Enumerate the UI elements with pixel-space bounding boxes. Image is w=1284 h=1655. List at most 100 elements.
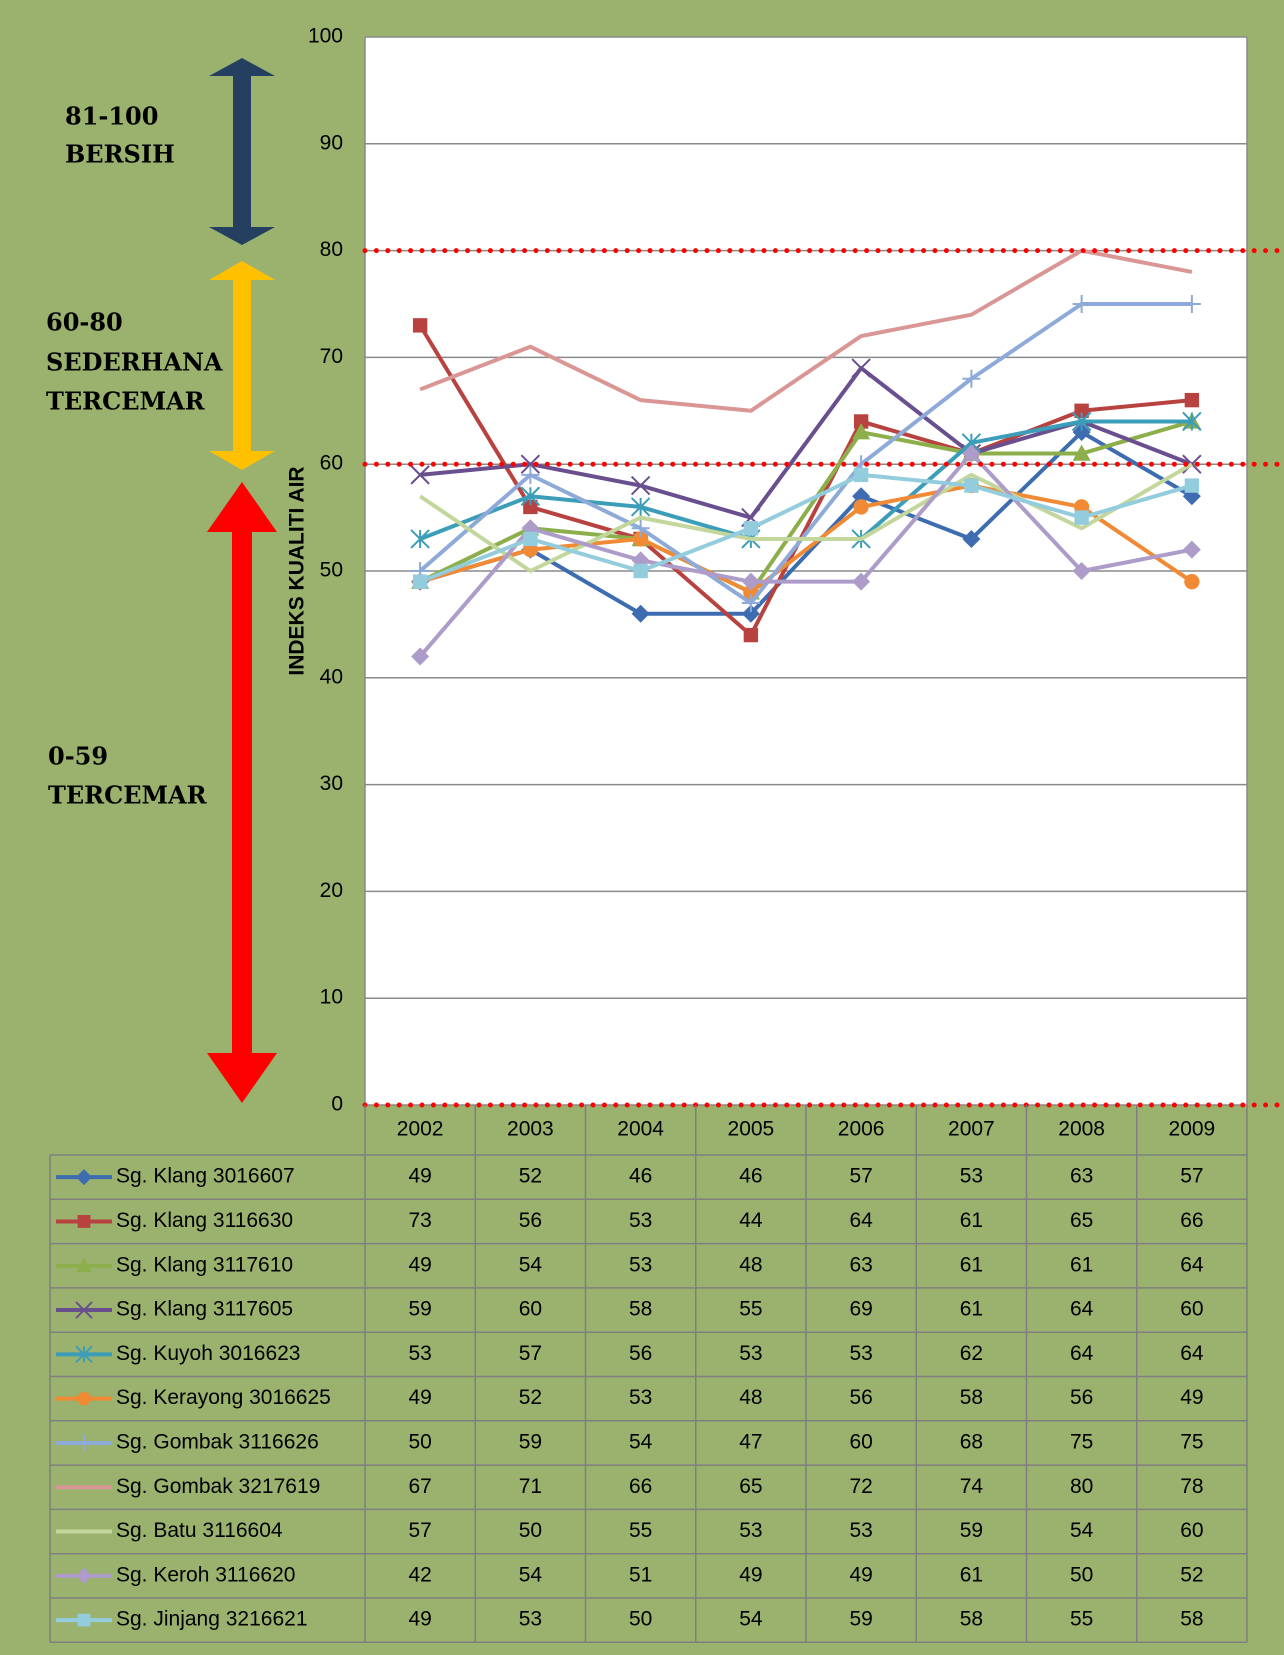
x-tick-label: 2004	[617, 1118, 664, 1141]
table-value: 58	[960, 1386, 983, 1409]
table-value: 78	[1180, 1475, 1203, 1498]
arrow-polluted	[207, 482, 277, 1103]
data-point	[1072, 444, 1091, 461]
table-value: 53	[849, 1342, 872, 1365]
data-point	[1184, 478, 1200, 493]
y-tick-label: 100	[308, 25, 343, 48]
zone-label: TERCEMAR	[46, 387, 206, 416]
data-point	[743, 627, 759, 643]
table-value: 61	[960, 1298, 983, 1321]
table-value: 53	[408, 1342, 431, 1365]
zone-label: 81-100	[65, 102, 158, 131]
table-value: 50	[629, 1608, 652, 1631]
y-tick-label: 50	[320, 559, 343, 582]
table-value: 50	[408, 1430, 431, 1453]
data-point	[853, 499, 869, 515]
table-value: 46	[739, 1165, 762, 1188]
table-value: 68	[960, 1430, 983, 1453]
legend-marker	[76, 1434, 92, 1451]
table-value: 58	[1180, 1608, 1203, 1631]
legend-label: Sg. Kerayong 3016625	[116, 1386, 331, 1409]
table-value: 63	[849, 1253, 872, 1276]
table-value: 53	[629, 1209, 652, 1232]
table-value: 64	[1180, 1253, 1204, 1276]
table-value: 71	[519, 1475, 542, 1498]
table-value: 49	[849, 1563, 872, 1586]
data-point	[631, 519, 650, 538]
data-point	[410, 529, 430, 549]
legend-label: Sg. Klang 3016607	[116, 1165, 295, 1188]
table-value: 59	[960, 1519, 983, 1542]
data-point	[1074, 510, 1089, 525]
y-tick-label: 80	[320, 238, 343, 261]
legend-marker	[77, 1215, 91, 1228]
series	[419, 248, 1193, 413]
series-line	[419, 483, 1194, 595]
y-tick-label: 60	[320, 452, 343, 475]
zone-label: BERSIH	[65, 140, 175, 169]
table-value: 47	[739, 1430, 762, 1453]
series-line	[419, 472, 1193, 584]
table-value: 50	[519, 1519, 542, 1542]
table-value: 51	[629, 1563, 652, 1586]
table-value: 50	[1070, 1563, 1093, 1586]
arrow-moderate	[209, 261, 275, 470]
table-value: 53	[519, 1608, 542, 1631]
table-value: 48	[739, 1386, 762, 1409]
table-value: 48	[739, 1253, 762, 1276]
table-value: 44	[739, 1209, 763, 1232]
table-value: 66	[1180, 1209, 1203, 1232]
y-tick-label: 90	[320, 131, 343, 154]
data-point	[964, 478, 979, 493]
table-value: 53	[739, 1519, 762, 1542]
data-point	[741, 604, 760, 623]
table-value: 58	[629, 1298, 652, 1321]
data-point	[1182, 454, 1202, 474]
y-axis-label: INDEKS KUALITI AIR	[286, 466, 309, 675]
table-value: 75	[1070, 1430, 1093, 1453]
data-point	[523, 531, 538, 547]
table-value: 61	[960, 1209, 983, 1232]
table-value: 57	[1180, 1165, 1203, 1188]
legend-label: Sg. Keroh 3116620	[116, 1563, 295, 1586]
series-line	[419, 248, 1193, 413]
legend-marker	[77, 1613, 91, 1627]
table-value: 53	[849, 1519, 872, 1542]
data-point	[962, 369, 981, 388]
table-value: 53	[960, 1165, 983, 1188]
series	[419, 462, 1193, 573]
data-point	[741, 572, 760, 591]
legend-marker	[75, 1301, 93, 1319]
zone-label: 0-59	[48, 742, 108, 771]
table-value: 54	[739, 1608, 763, 1631]
table-value: 49	[408, 1608, 431, 1631]
table-value: 59	[408, 1298, 431, 1321]
table-value: 49	[408, 1165, 431, 1188]
legend-marker	[75, 1345, 93, 1364]
data-point	[632, 531, 649, 547]
table-value: 61	[960, 1253, 983, 1276]
data-point	[851, 358, 871, 378]
data-point	[412, 318, 428, 333]
legend-marker	[76, 1257, 92, 1273]
table-value: 55	[739, 1298, 762, 1321]
table-value: 53	[629, 1253, 652, 1276]
legend-marker	[76, 1169, 92, 1186]
data-point	[852, 423, 871, 440]
series-line	[419, 419, 1193, 595]
table-value: 53	[739, 1342, 762, 1365]
y-tick-label: 30	[320, 772, 343, 795]
series-line	[418, 451, 1193, 658]
table-value: 49	[408, 1386, 431, 1409]
data-point	[1071, 411, 1092, 432]
data-point	[853, 414, 869, 429]
y-tick-label: 70	[320, 345, 343, 368]
table-value: 80	[1070, 1475, 1093, 1498]
x-tick-label: 2006	[838, 1118, 885, 1141]
series-line	[418, 324, 1193, 638]
data-point	[1182, 411, 1202, 432]
data-point	[853, 467, 869, 483]
y-tick-label: 0	[331, 1093, 343, 1116]
data-point	[410, 465, 430, 485]
